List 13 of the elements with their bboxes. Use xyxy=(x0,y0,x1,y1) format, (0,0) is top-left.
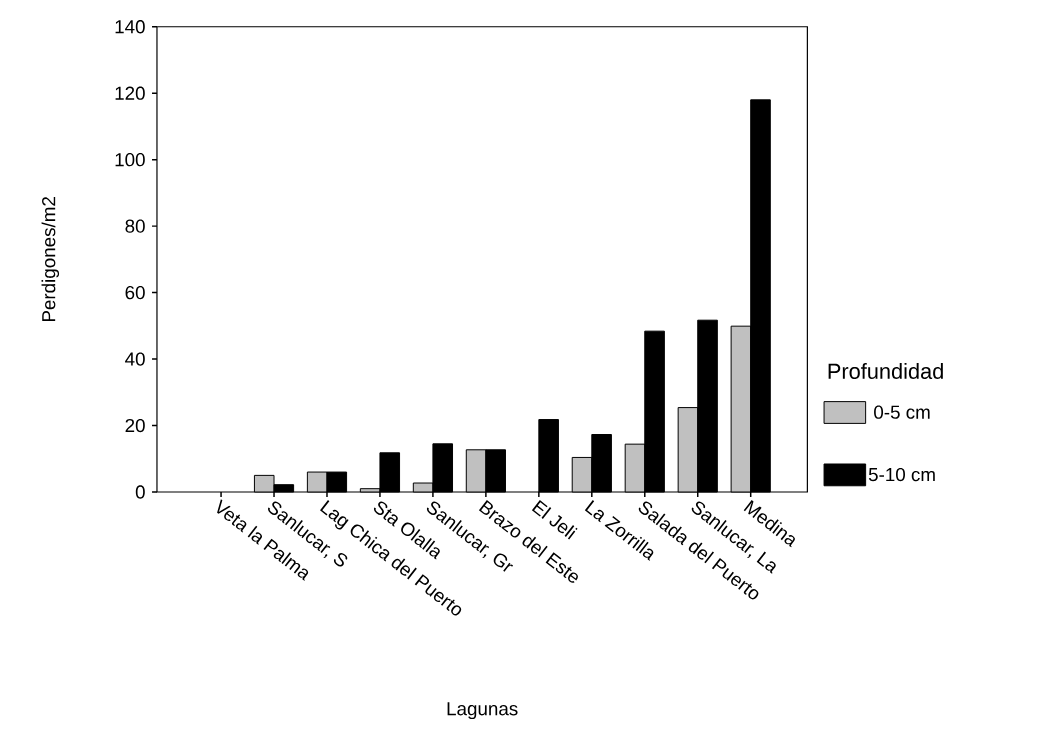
y-tick-label: 80 xyxy=(125,219,145,233)
legend-title: Profundidad xyxy=(828,362,943,379)
y-axis-title: Perdigones/m2 xyxy=(41,196,60,321)
y-tick-label: 140 xyxy=(115,19,145,34)
y-tick-label: 60 xyxy=(125,285,145,300)
legend-label: 0-5 cm xyxy=(874,405,930,419)
legend-label: 5-10 cm xyxy=(868,467,935,482)
y-tick-label: 40 xyxy=(125,352,145,366)
y-tick-label: 120 xyxy=(115,86,145,100)
y-tick-label: 0 xyxy=(135,485,145,499)
y-tick-label: 100 xyxy=(115,152,145,167)
y-tick-label: 20 xyxy=(125,418,145,432)
x-axis-title: Lagunas xyxy=(447,702,518,719)
